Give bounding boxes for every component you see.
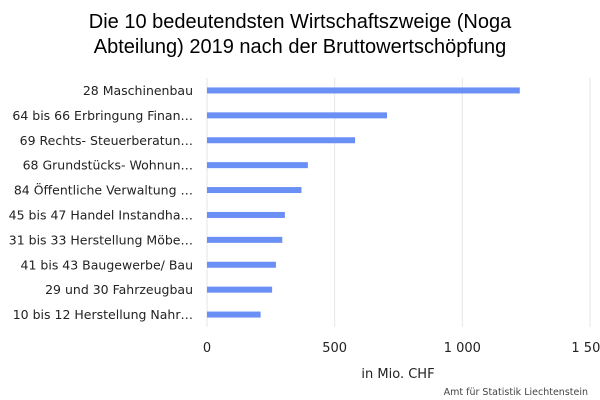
category-labels: 28 Maschinenbau 64 bis 66 Erbringung Fina… [9, 83, 193, 322]
bar [207, 187, 302, 194]
category-label: 28 Maschinenbau [83, 83, 193, 98]
category-label: 45 bis 47 Handel Instandha… [9, 207, 193, 222]
gridlines [206, 78, 591, 327]
bars [207, 87, 520, 318]
x-tick-label: 1 000 [444, 341, 481, 356]
bar [207, 211, 285, 218]
bar [207, 112, 388, 119]
bar [207, 137, 356, 144]
category-label: 31 bis 33 Herstellung Möbe… [9, 232, 193, 247]
category-label: 10 bis 12 Herstellung Nahr… [13, 307, 193, 322]
x-axis-title: in Mio. CHF [361, 367, 434, 382]
chart-title-line-2: Abteilung) 2019 nach der Bruttowertschöp… [94, 36, 507, 58]
bar [207, 286, 273, 293]
chart-title-line-1: Die 10 bedeutendsten Wirtschaftszweige (… [89, 11, 512, 33]
category-label: 68 Grundstücks- Wohnun… [23, 158, 193, 173]
x-tick-labels: 0 500 1 000 1 500 [203, 341, 600, 356]
x-tick-label: 1 500 [571, 341, 600, 356]
x-tick-label: 500 [322, 341, 347, 356]
category-label: 84 Öffentliche Verwaltung … [14, 182, 193, 198]
bar [207, 162, 308, 169]
category-label: 29 und 30 Fahrzeugbau [45, 282, 193, 297]
bar [207, 236, 283, 243]
bar [207, 311, 261, 318]
source-note: Amt für Statistik Liechtenstein [444, 387, 588, 398]
bar [207, 261, 276, 268]
x-tick-label: 0 [203, 341, 211, 356]
category-label: 64 bis 66 Erbringung Finan… [12, 108, 193, 123]
category-label: 69 Rechts- Steuerberatun… [20, 133, 193, 148]
category-label: 41 bis 43 Baugewerbe/ Bau [21, 257, 193, 272]
bar [207, 87, 520, 94]
